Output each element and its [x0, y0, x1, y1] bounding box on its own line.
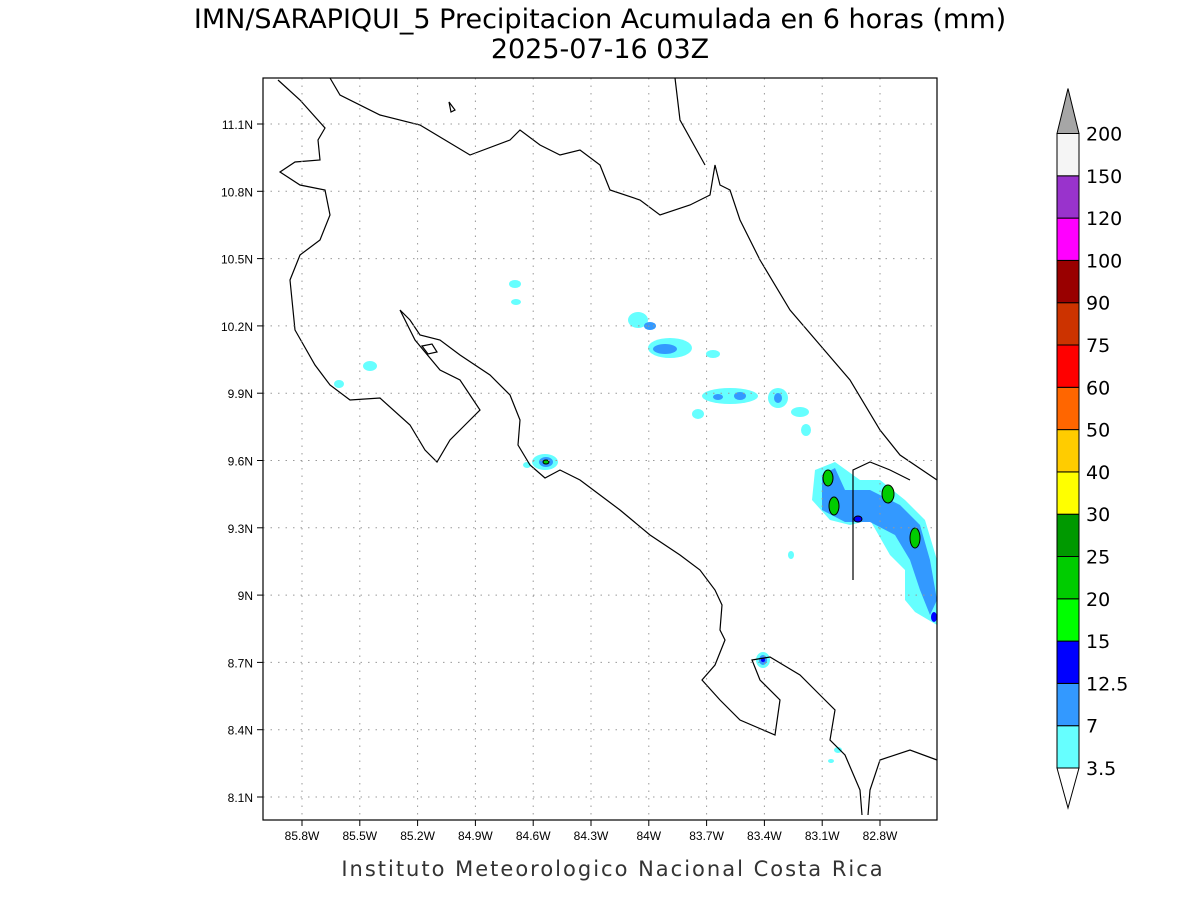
lat-tick-label: 9.6N [228, 455, 253, 469]
lon-tick-label: 84.6W [516, 829, 551, 843]
lon-tick-label: 84W [636, 829, 661, 843]
colorbar-box [1056, 725, 1080, 769]
colorbar-label: 60 [1086, 377, 1110, 399]
colorbar-box [1056, 513, 1080, 558]
coastlines [277, 77, 938, 816]
colorbar-label: 200 [1086, 124, 1122, 146]
lat-tick-label: 10.2N [221, 320, 253, 334]
colorbar-label: 20 [1086, 589, 1110, 611]
lat-tick-label: 9.3N [228, 522, 253, 536]
colorbar-box [1056, 386, 1080, 431]
colorbar-label: 75 [1086, 335, 1110, 357]
colorbar-label: 12.5 [1086, 673, 1128, 695]
lon-tick-label: 85.2W [400, 829, 435, 843]
colorbar-label: 15 [1086, 631, 1110, 653]
colorbar-label: 120 [1086, 208, 1122, 230]
lon-tick-label: 83.4W [747, 829, 782, 843]
colorbar-box [1056, 471, 1080, 515]
lon-tick-label: 85.5W [342, 829, 377, 843]
colorbar-box [1056, 682, 1080, 727]
colorbar-box [1056, 302, 1080, 346]
lon-tick-label: 85.8W [285, 829, 320, 843]
colorbar: 3.5 7 12.5 15 20 25 30 40 50 60 75 90 100 120 150 200 [1056, 88, 1128, 810]
colorbar-label: 30 [1086, 504, 1110, 526]
colorbar-box [1056, 175, 1080, 219]
colorbar-box [1056, 640, 1080, 684]
colorbar-label: 150 [1086, 166, 1122, 188]
lat-tick-label: 9.9N [228, 387, 253, 401]
colorbar-box [1056, 133, 1080, 177]
colorbar-box [1056, 598, 1080, 642]
precipitation [334, 280, 937, 763]
lon-tick-label: 83.7W [689, 829, 724, 843]
colorbar-label: 50 [1086, 420, 1110, 442]
subtitle: 2025-07-16 03Z [491, 34, 709, 65]
lat-tick-label: 8.4N [228, 724, 253, 738]
lat-tick-label: 8.7N [228, 656, 253, 670]
title: IMN/SARAPIQUI_5 Precipitacion Acumulada … [194, 4, 1006, 35]
colorbar-box [1056, 217, 1080, 261]
colorbar-over [1056, 88, 1080, 134]
lon-tick-label: 84.9W [458, 829, 493, 843]
lon-tick-label: 82.8W [863, 829, 898, 843]
map-frame [262, 77, 938, 821]
colorbar-box [1056, 259, 1080, 304]
colorbar-label: 40 [1086, 462, 1110, 484]
colorbar-label: 7 [1086, 716, 1098, 738]
colorbar-box [1056, 429, 1080, 473]
colorbar-label: 100 [1086, 250, 1122, 272]
lat-tick-label: 10.5N [221, 253, 253, 267]
lat-tick-label: 8.1N [228, 791, 253, 805]
colorbar-box [1056, 344, 1080, 388]
colorbar-label: 25 [1086, 547, 1110, 569]
lon-tick-label: 83.1W [805, 829, 840, 843]
lat-tick-label: 9N [238, 589, 253, 603]
colorbar-label: 3.5 [1086, 758, 1116, 780]
colorbar-under [1056, 767, 1080, 810]
colorbar-label: 90 [1086, 293, 1110, 315]
lat-tick-label: 11.1N [222, 118, 253, 132]
colorbar-box [1056, 556, 1080, 600]
lon-tick-label: 84.3W [574, 829, 609, 843]
footer: Instituto Meteorologico Nacional Costa R… [341, 857, 884, 881]
axes: 11.1N 10.8N 10.5N 10.2N 9.9N 9.6N 9.3N 9N 8.7N 8.… [221, 78, 937, 843]
lat-tick-label: 10.8N [221, 185, 253, 199]
